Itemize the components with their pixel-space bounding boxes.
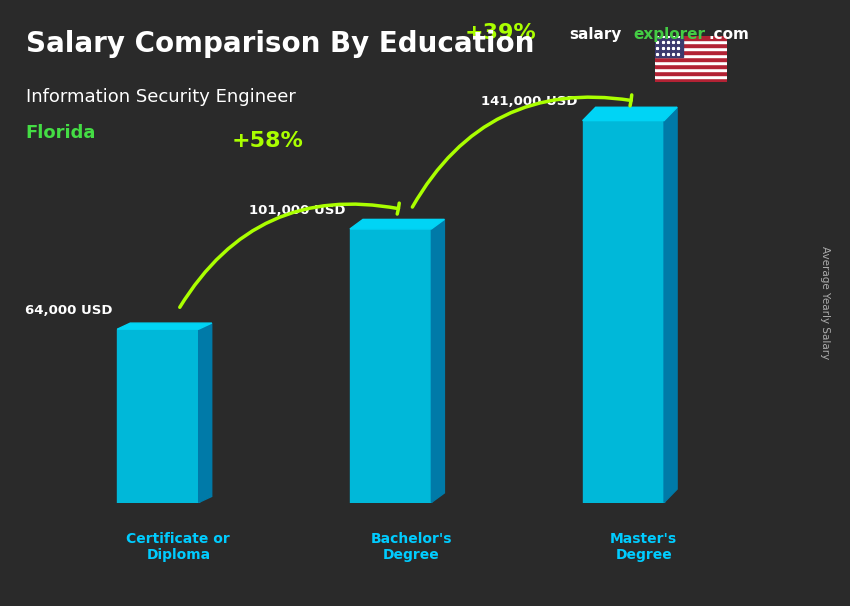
Text: Certificate or
Diploma: Certificate or Diploma [127, 531, 230, 562]
Text: .com: .com [708, 27, 749, 42]
Polygon shape [117, 323, 212, 329]
Polygon shape [664, 107, 677, 502]
Text: +58%: +58% [231, 132, 303, 152]
Bar [654, 72, 727, 75]
Text: Bachelor's
Degree: Bachelor's Degree [371, 531, 451, 562]
Text: Florida: Florida [26, 124, 96, 142]
Text: Salary Comparison By Education: Salary Comparison By Education [26, 30, 534, 58]
Bar [654, 36, 683, 58]
Text: 101,000 USD: 101,000 USD [249, 204, 345, 217]
Bar [654, 68, 727, 72]
Bar [582, 121, 664, 502]
Text: salary: salary [570, 27, 622, 42]
Bar [117, 329, 199, 502]
Text: Average Yearly Salary: Average Yearly Salary [819, 247, 830, 359]
Text: Master's
Degree: Master's Degree [610, 531, 677, 562]
Bar [654, 64, 727, 68]
Bar [654, 50, 727, 54]
Bar [654, 36, 727, 40]
Bar [654, 44, 727, 47]
Bar [654, 58, 727, 61]
Bar [654, 75, 727, 78]
Text: Information Security Engineer: Information Security Engineer [26, 88, 296, 106]
Text: +39%: +39% [464, 23, 536, 43]
Bar [654, 40, 727, 44]
Text: 141,000 USD: 141,000 USD [481, 95, 578, 108]
Polygon shape [582, 107, 677, 121]
Polygon shape [199, 323, 212, 502]
Text: 64,000 USD: 64,000 USD [26, 304, 112, 317]
Text: explorer: explorer [633, 27, 706, 42]
Polygon shape [350, 219, 445, 229]
Bar [654, 54, 727, 58]
Bar [654, 47, 727, 50]
Bar [350, 229, 432, 502]
Bar [654, 78, 727, 82]
Polygon shape [432, 219, 445, 502]
Bar [654, 61, 727, 64]
